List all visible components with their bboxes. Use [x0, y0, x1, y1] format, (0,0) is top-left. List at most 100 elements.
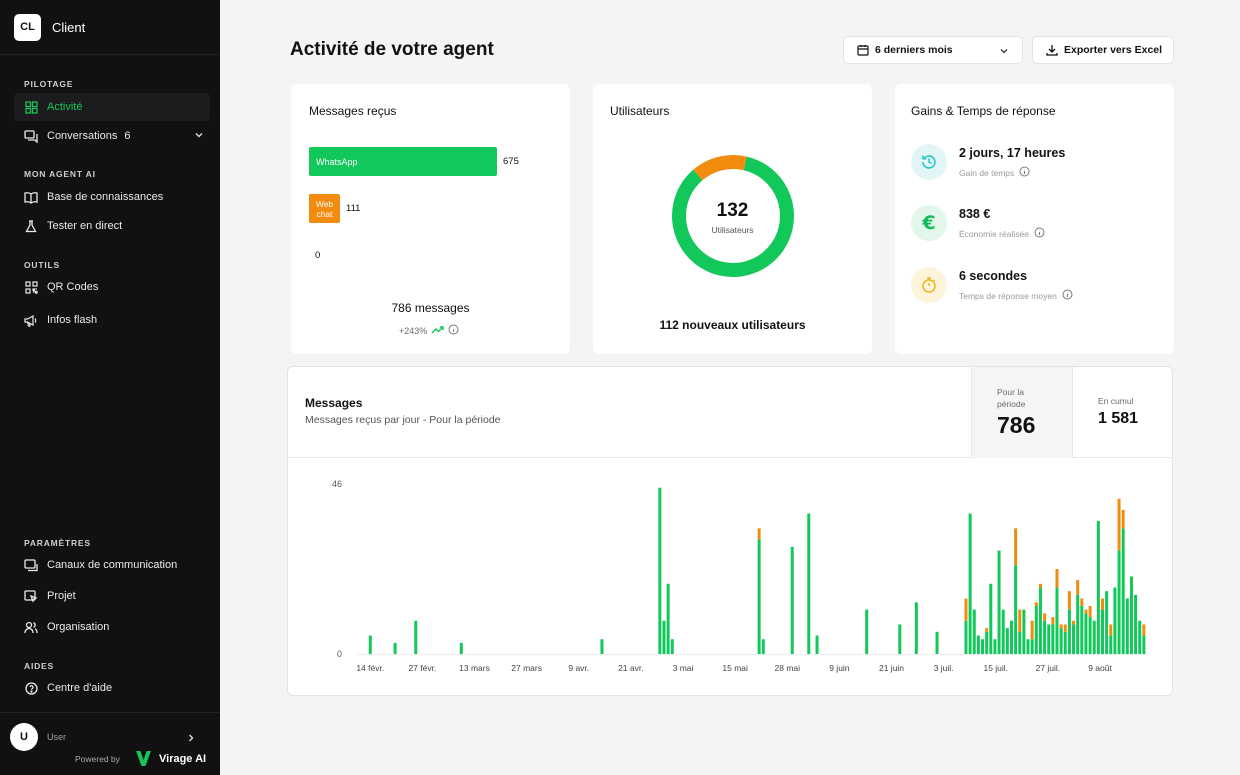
bar-whatsapp [1088, 617, 1092, 654]
bar-webchat [1030, 620, 1034, 640]
sidebar-item-help-center[interactable]: Centre d'aide [14, 674, 210, 702]
bar-whatsapp [1059, 628, 1063, 654]
messages-chart-header: Messages Messages reçus par jour - Pour … [288, 367, 1172, 458]
sidebar-item-flash-news[interactable]: Infos flash [14, 306, 210, 334]
bar-webchat [1055, 569, 1059, 588]
sidebar-item-test-live[interactable]: Tester en direct [14, 212, 210, 240]
chevron-right-icon[interactable] [186, 730, 196, 748]
gain-row-time: 2 jours, 17 heures Gain de temps [911, 144, 1161, 184]
bar-whatsapp [1009, 620, 1013, 654]
bar-whatsapp [972, 609, 976, 654]
info-icon[interactable] [1019, 166, 1030, 179]
export-label: Exporter vers Excel [1064, 44, 1163, 56]
avatar[interactable]: U [10, 723, 38, 751]
bar-whatsapp [1018, 631, 1022, 654]
sidebar-item-label: Conversations [47, 130, 118, 142]
bar-whatsapp [976, 635, 980, 654]
sidebar-item-activite[interactable]: Activité [14, 93, 210, 121]
y-tick-label: 0 [337, 649, 342, 659]
sidebar-item-label: QR Codes [47, 281, 99, 293]
bar-webchat [757, 528, 761, 540]
sidebar-item-label: Organisation [47, 621, 110, 633]
chevron-down-icon[interactable] [194, 130, 204, 143]
sidebar-item-label: Base de connaissances [47, 191, 164, 203]
stat-period: Pour la période 786 [971, 367, 1072, 458]
book-icon [24, 190, 38, 204]
bar-webchat [1051, 617, 1055, 625]
export-excel-button[interactable]: Exporter vers Excel [1032, 36, 1174, 64]
megaphone-icon [24, 313, 38, 327]
users-card: Utilisateurs 132 Utilisateurs 112 nouvea… [593, 84, 872, 354]
brand[interactable]: CL Client [0, 0, 220, 55]
gain-label-text: Temps de réponse moyen [959, 290, 1057, 301]
bar-webchat [1014, 528, 1018, 566]
bar-whatsapp [1038, 587, 1042, 654]
bar-whatsapp [997, 550, 1001, 654]
bar-whatsapp [1051, 624, 1055, 654]
vendor-name: Virage AI [159, 753, 207, 765]
sidebar-item-qr-codes[interactable]: QR Codes [14, 273, 210, 301]
sidebar-item-knowledge-base[interactable]: Base de connaissances [14, 183, 210, 211]
chevron-down-icon [999, 46, 1009, 59]
sidebar-item-label: Tester en direct [47, 220, 123, 232]
user-menu[interactable]: U User Powered by Virage AI [0, 712, 220, 775]
sidebar-item-label: Centre d'aide [47, 682, 113, 694]
euro-icon: € [911, 205, 947, 241]
bar-whatsapp [914, 602, 918, 654]
gain-label-text: Économie réalisée [959, 228, 1029, 239]
section-title-pilotage: PILOTAGE [24, 79, 74, 89]
sidebar-item-project[interactable]: Projet [14, 582, 210, 610]
stat-cumul: En cumul 1 581 [1072, 367, 1172, 458]
bar-whatsapp [985, 631, 989, 654]
whatsapp-bar: WhatsApp [309, 147, 497, 176]
info-icon[interactable] [1034, 227, 1045, 240]
conversations-count-badge: 6 [124, 130, 131, 142]
user-name: User [47, 732, 67, 742]
download-icon [1046, 44, 1058, 56]
bar-whatsapp [1005, 628, 1009, 654]
gain-value: 2 jours, 17 heures [959, 146, 1066, 160]
whatsapp-value: 675 [503, 156, 519, 167]
bar-whatsapp [393, 642, 397, 654]
whatsapp-bar-label: WhatsApp [316, 156, 358, 167]
bar-webchat [1076, 580, 1080, 595]
period-select[interactable]: 6 derniers mois [843, 36, 1023, 64]
x-tick-label: 15 mai [722, 663, 748, 673]
bar-whatsapp [1084, 613, 1088, 654]
bar-whatsapp [968, 513, 972, 654]
x-tick-label: 27 juil. [1036, 663, 1061, 673]
x-tick-label: 27 mars [511, 663, 542, 673]
users-total: 132 [716, 200, 749, 221]
bar-whatsapp [1080, 605, 1084, 654]
history-icon [911, 144, 947, 180]
stat-period-label-2: période [997, 399, 1026, 409]
sidebar-item-organisation[interactable]: Organisation [14, 613, 210, 641]
section-title-agent: MON AGENT AI [24, 169, 96, 179]
grid-icon [24, 100, 38, 114]
info-icon[interactable] [1062, 289, 1073, 302]
bar-whatsapp [658, 487, 662, 654]
messages-total: 786 messages [391, 301, 470, 315]
stat-cumul-label: En cumul [1098, 396, 1134, 406]
gain-label: Temps de réponse moyen [959, 289, 1073, 302]
sidebar-item-conversations[interactable]: Conversations 6 [14, 122, 210, 150]
bar-whatsapp [1067, 609, 1071, 654]
bar-whatsapp [1014, 565, 1018, 654]
bar-whatsapp [1063, 631, 1067, 654]
sidebar-item-label: Projet [47, 590, 76, 602]
bar-whatsapp [1022, 609, 1026, 654]
bar-webchat [1121, 509, 1125, 529]
bar-whatsapp [600, 639, 604, 654]
bar-webchat [1088, 605, 1092, 618]
sidebar: CL Client PILOTAGE Activité Conversation… [0, 0, 220, 775]
webchat-bar-label-2: chat [316, 208, 333, 219]
sidebar-item-channels[interactable]: Canaux de communication [14, 551, 210, 579]
bar-whatsapp [1138, 620, 1142, 654]
bar-whatsapp [1113, 587, 1117, 654]
info-icon[interactable] [448, 324, 459, 337]
bar-webchat [1018, 609, 1022, 632]
bar-whatsapp [1055, 587, 1059, 654]
webchat-bar-label-1: Web [315, 198, 334, 209]
y-tick-label: 46 [332, 479, 342, 489]
bar-webchat [1043, 613, 1047, 621]
